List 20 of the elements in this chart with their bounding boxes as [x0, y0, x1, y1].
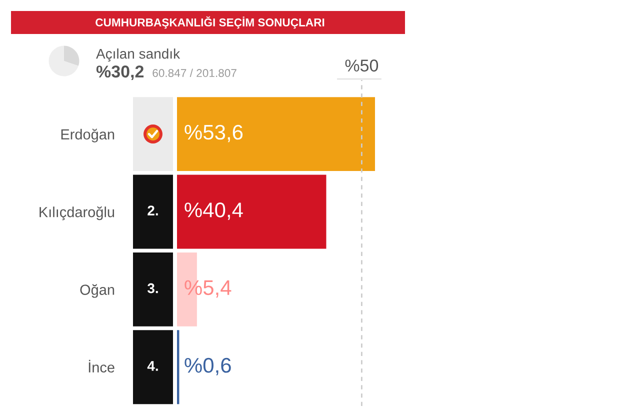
- y-tick-label: Kılıçdaroğlu: [40, 206, 114, 220]
- pie-slice: [48, 46, 78, 76]
- y-tick-label: Erdoğan: [61, 128, 114, 142]
- data-label: %53,6: [184, 124, 243, 142]
- data-label: %40,4: [184, 202, 243, 220]
- text: 3.: [147, 283, 158, 294]
- bar: [177, 97, 375, 172]
- data-label: %30,2: [96, 66, 144, 80]
- y-tick-label: İnce: [88, 360, 114, 373]
- bar: [177, 174, 326, 249]
- text: 2.: [148, 206, 158, 216]
- pie-slice: [64, 46, 80, 66]
- y-tick-label: Oğan: [80, 284, 114, 298]
- chart-title: CUMHURBAŞKANLIĞI SEÇİM SONUÇLARI: [96, 16, 324, 29]
- text: 4.: [147, 361, 158, 371]
- chart-title: Açılan sandık: [96, 48, 180, 62]
- data-label: %0,6: [184, 358, 231, 376]
- ref-line-label: %50: [345, 60, 378, 72]
- data-label: %5,4: [184, 280, 232, 298]
- text: 60.847 / 201.807: [152, 68, 236, 78]
